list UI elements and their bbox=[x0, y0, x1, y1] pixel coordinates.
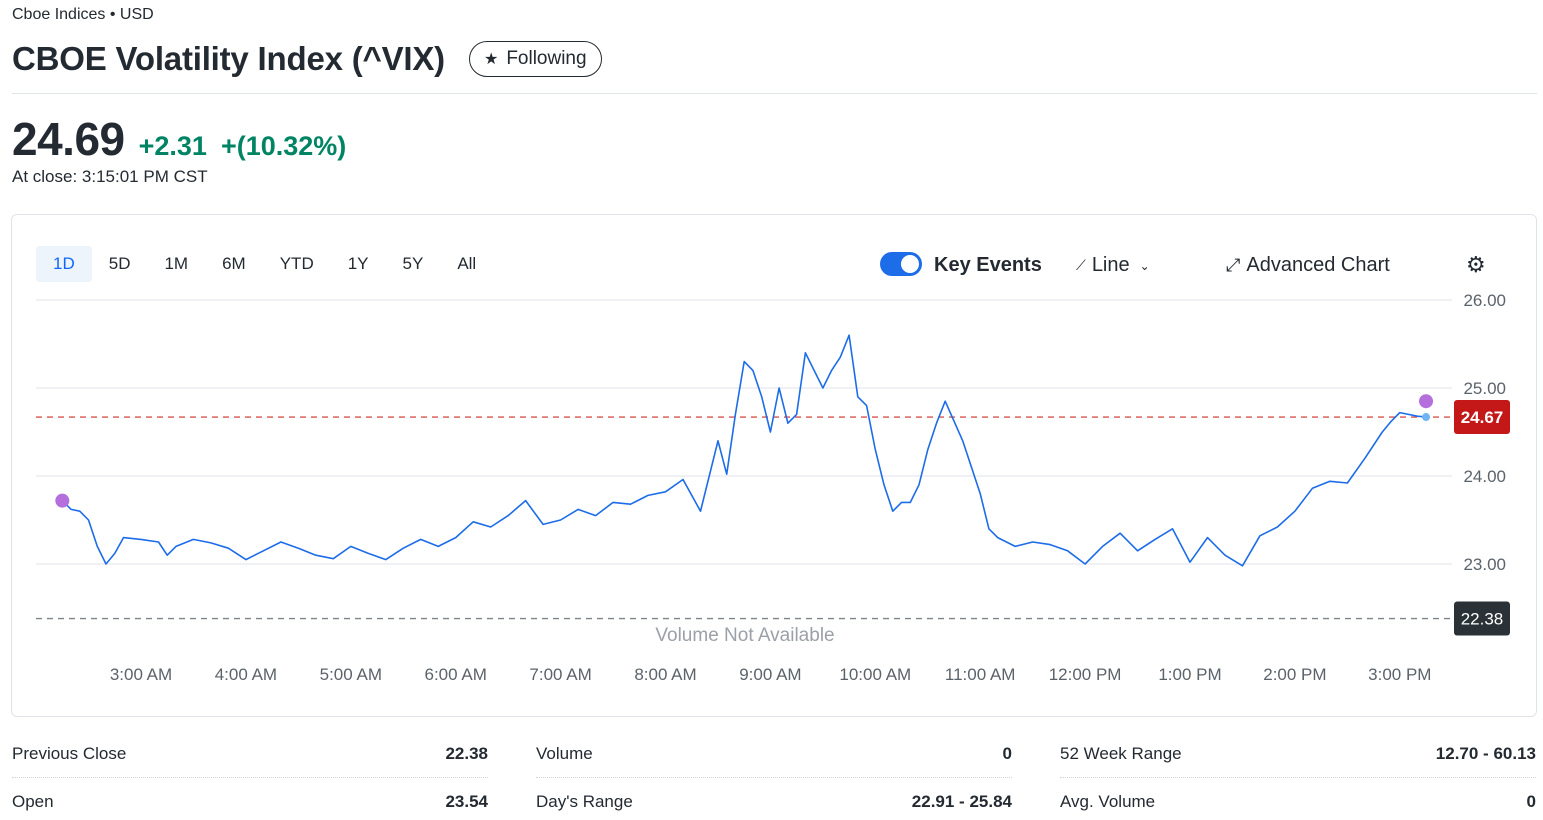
quote-row: 24.69 +2.31 +(10.32%) bbox=[12, 112, 346, 166]
range-tabs: 1D 5D 1M 6M YTD 1Y 5Y All bbox=[36, 246, 493, 282]
following-label: Following bbox=[506, 48, 587, 69]
range-tab-1m[interactable]: 1M bbox=[164, 254, 189, 273]
stat-label: Day's Range bbox=[536, 791, 633, 811]
key-event-marker bbox=[55, 493, 70, 508]
stat-value: 23.54 bbox=[445, 791, 488, 811]
chevron-down-icon: ⌄ bbox=[1139, 258, 1150, 273]
stat-label: Previous Close bbox=[12, 743, 127, 763]
stat-row-52-week-range: 52 Week Range 12.70 - 60.13 bbox=[1060, 730, 1536, 778]
range-tab-5y[interactable]: 5Y bbox=[402, 254, 424, 273]
x-tick-label: 6:00 AM bbox=[425, 665, 487, 684]
range-tab-ytd[interactable]: YTD bbox=[279, 254, 314, 273]
stats-col-1: Previous Close 22.38 Open 23.54 bbox=[12, 730, 488, 820]
volume-note: Volume Not Available bbox=[655, 625, 834, 646]
title-row: CBOE Volatility Index (^VIX) ★ Following bbox=[12, 40, 602, 78]
advanced-chart-button[interactable]: ⤢ Advanced Chart bbox=[1226, 254, 1390, 277]
x-tick-label: 12:00 PM bbox=[1049, 665, 1122, 684]
stat-value: 0 bbox=[1002, 743, 1012, 763]
x-tick-label: 3:00 PM bbox=[1368, 665, 1431, 684]
close-time: At close: 3:15:01 PM CST bbox=[12, 167, 208, 186]
x-tick-label: 1:00 PM bbox=[1158, 665, 1221, 684]
stat-row-open: Open 23.54 bbox=[12, 778, 488, 820]
x-tick-label: 11:00 AM bbox=[945, 665, 1016, 684]
chart-type-label: Line bbox=[1091, 254, 1130, 276]
current-price-badge bbox=[1454, 400, 1510, 435]
previous-close-badge bbox=[1454, 601, 1510, 636]
x-tick-label: 10:00 AM bbox=[839, 665, 911, 684]
stats-col-3: 52 Week Range 12.70 - 60.13 Avg. Volume … bbox=[1060, 730, 1536, 820]
range-tab-1y[interactable]: 1Y bbox=[347, 254, 369, 273]
stat-value: 0 bbox=[1526, 791, 1536, 811]
chart-type-select[interactable]: ⟋ Line ⌄ bbox=[1076, 254, 1150, 277]
expand-icon: ⤢ bbox=[1226, 255, 1241, 275]
range-tab-all[interactable]: All bbox=[457, 254, 477, 273]
current-price-value: 24.67 bbox=[1461, 408, 1504, 427]
x-tick-label: 4:00 AM bbox=[215, 665, 277, 684]
stat-row-days-range: Day's Range 22.91 - 25.84 bbox=[536, 778, 1012, 820]
x-tick-label: 2:00 PM bbox=[1263, 665, 1326, 684]
stat-label: Avg. Volume bbox=[1060, 791, 1156, 811]
y-tick-label: 24.00 bbox=[1463, 467, 1506, 486]
price-change-percent: +(10.32%) bbox=[220, 131, 347, 161]
advanced-chart-label: Advanced Chart bbox=[1246, 254, 1390, 276]
key-events-toggle[interactable] bbox=[880, 252, 922, 276]
stat-row-previous-close: Previous Close 22.38 bbox=[12, 730, 488, 778]
page-title: CBOE Volatility Index (^VIX) bbox=[12, 40, 445, 77]
stat-label: Open bbox=[12, 791, 54, 811]
y-tick-label: 26.00 bbox=[1463, 291, 1506, 310]
x-tick-label: 7:00 AM bbox=[529, 665, 591, 684]
x-tick-label: 5:00 AM bbox=[320, 665, 382, 684]
y-tick-label: 23.00 bbox=[1463, 555, 1506, 574]
toggle-knob bbox=[901, 255, 919, 273]
last-price: 24.69 bbox=[12, 113, 125, 165]
price-chart[interactable]: 26.00 25.00 24.00 23.00 3:00 AM 4:00 AM 5:00 A… bbox=[0, 0, 1543, 720]
stat-value: 12.70 - 60.13 bbox=[1435, 743, 1536, 763]
exchange-label: Cboe Indices • USD bbox=[12, 6, 154, 23]
x-tick-label: 9:00 AM bbox=[739, 665, 801, 684]
price-change: +2.31 bbox=[138, 131, 207, 161]
stat-value: 22.38 bbox=[445, 743, 488, 763]
star-icon: ★ bbox=[483, 51, 499, 68]
last-point bbox=[1422, 413, 1431, 422]
key-event-marker bbox=[1419, 394, 1434, 409]
price-line bbox=[61, 334, 1427, 567]
stat-value: 22.91 - 25.84 bbox=[911, 791, 1012, 811]
divider bbox=[12, 93, 1537, 94]
chart-card bbox=[11, 214, 1537, 717]
line-chart-icon: ⟋ bbox=[1076, 257, 1086, 273]
gear-icon[interactable]: ⚙ bbox=[1466, 252, 1486, 277]
following-button[interactable]: ★ Following bbox=[468, 41, 602, 77]
range-tab-1d[interactable]: 1D bbox=[36, 246, 92, 282]
x-tick-label: 8:00 AM bbox=[634, 665, 696, 684]
x-tick-label: 3:00 AM bbox=[110, 665, 172, 684]
stats-col-2: Volume 0 Day's Range 22.91 - 25.84 bbox=[536, 730, 1012, 820]
y-tick-label: 25.00 bbox=[1463, 379, 1506, 398]
stat-row-volume: Volume 0 bbox=[536, 730, 1012, 778]
key-events-label: Key Events bbox=[934, 254, 1042, 276]
stat-label: Volume bbox=[536, 743, 593, 763]
range-tab-5d[interactable]: 5D bbox=[108, 254, 131, 273]
range-tab-6m[interactable]: 6M bbox=[222, 254, 246, 273]
stat-row-avg-volume: Avg. Volume 0 bbox=[1060, 778, 1536, 820]
previous-close-value: 22.38 bbox=[1461, 610, 1504, 629]
stat-label: 52 Week Range bbox=[1060, 743, 1182, 763]
